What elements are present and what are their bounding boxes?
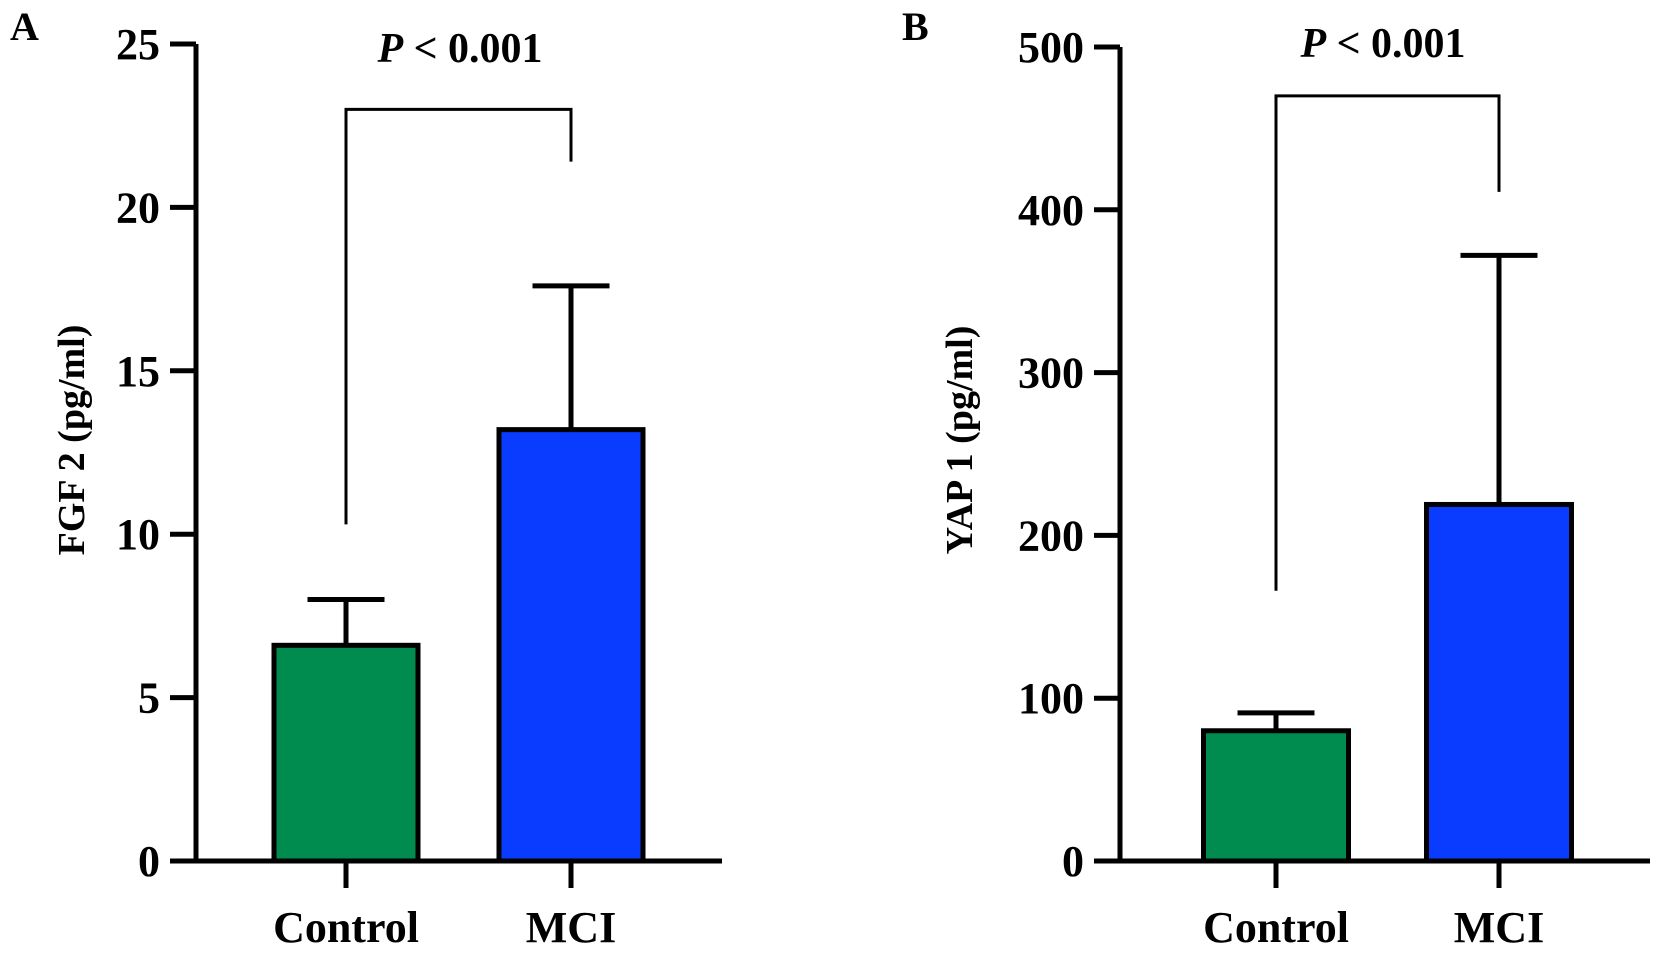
y-tick-label: 25: [116, 20, 160, 69]
bar-control: [1201, 728, 1351, 864]
y-tick-label: 20: [116, 183, 160, 232]
p-value-annotation: P < 0.001: [1299, 21, 1465, 67]
y-axis-label: YAP 1 (pg/ml): [939, 326, 981, 555]
bar-control: [271, 642, 421, 864]
significance-bracket: [344, 107, 573, 525]
panel-label: B: [902, 4, 929, 49]
y-tick-label: 500: [1018, 23, 1084, 72]
panel-label: A: [10, 4, 39, 49]
panel-a: A FGF 2 (pg/ml) P < 0.001 Control MCI 0 5…: [10, 4, 722, 952]
y-tick-label: 200: [1018, 511, 1084, 560]
x-tick-label-control: Control: [273, 903, 419, 952]
y-axis-label: FGF 2 (pg/ml): [51, 325, 93, 556]
bar-mci: [1424, 501, 1574, 864]
y-tick-label: 0: [138, 837, 160, 886]
bar-mci: [496, 427, 646, 864]
y-tick-label: 100: [1018, 674, 1084, 723]
x-tick-label-control: Control: [1203, 903, 1349, 952]
plot-marks: 0 5 10 15 20 25: [116, 20, 722, 888]
x-tick-labels: Control MCI: [273, 903, 616, 952]
y-tick-label: 10: [116, 510, 160, 559]
y-tick-label: 300: [1018, 349, 1084, 398]
panel-b: B YAP 1 (pg/ml) P < 0.001 Control MCI 0 1…: [902, 4, 1650, 952]
x-tick-label-mci: MCI: [1454, 903, 1544, 952]
x-tick-label-mci: MCI: [526, 903, 616, 952]
y-tick-label: 0: [1062, 837, 1084, 886]
y-tick-label: 5: [138, 674, 160, 723]
y-tick-label: 15: [116, 347, 160, 396]
y-tick-label: 400: [1018, 186, 1084, 235]
p-value-annotation: P < 0.001: [376, 26, 542, 72]
significance-bracket: [1274, 94, 1501, 591]
plot-marks: 0 100 200 300 400 500: [1018, 23, 1650, 888]
x-tick-labels: Control MCI: [1203, 903, 1544, 952]
